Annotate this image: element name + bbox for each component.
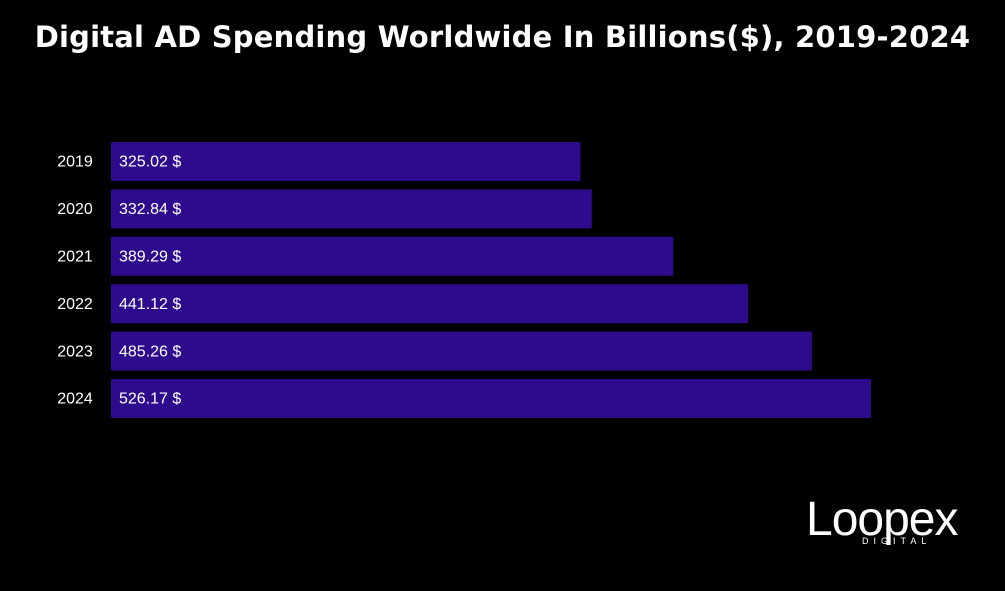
data-label-2021: 389.29 $ <box>119 249 181 266</box>
bar-2021 <box>111 236 674 276</box>
data-label-2024: 526.17 $ <box>119 391 181 408</box>
bar-2023 <box>111 331 812 371</box>
data-label-2022: 441.12 $ <box>119 296 181 313</box>
logo-wordmark: Loopex <box>806 493 958 546</box>
category-label-2023: 2023 <box>57 343 93 360</box>
data-label-2023: 485.26 $ <box>119 343 181 360</box>
bar-2022 <box>111 284 749 324</box>
category-label-2021: 2021 <box>57 249 93 266</box>
category-label-2022: 2022 <box>57 296 93 313</box>
category-label-2019: 2019 <box>57 154 93 171</box>
bar-2024 <box>111 379 871 418</box>
logo-tagline: DIGITAL <box>862 536 932 546</box>
data-label-2020: 332.84 $ <box>119 201 181 218</box>
bar-2019 <box>111 142 581 181</box>
category-label-2020: 2020 <box>57 201 93 218</box>
bar-2020 <box>111 189 592 229</box>
data-label-2019: 325.02 $ <box>119 154 181 171</box>
category-label-2024: 2024 <box>57 391 93 408</box>
chart-title: Digital AD Spending Worldwide In Billion… <box>34 20 971 54</box>
loopex-logo: Loopex DIGITAL <box>806 492 972 556</box>
